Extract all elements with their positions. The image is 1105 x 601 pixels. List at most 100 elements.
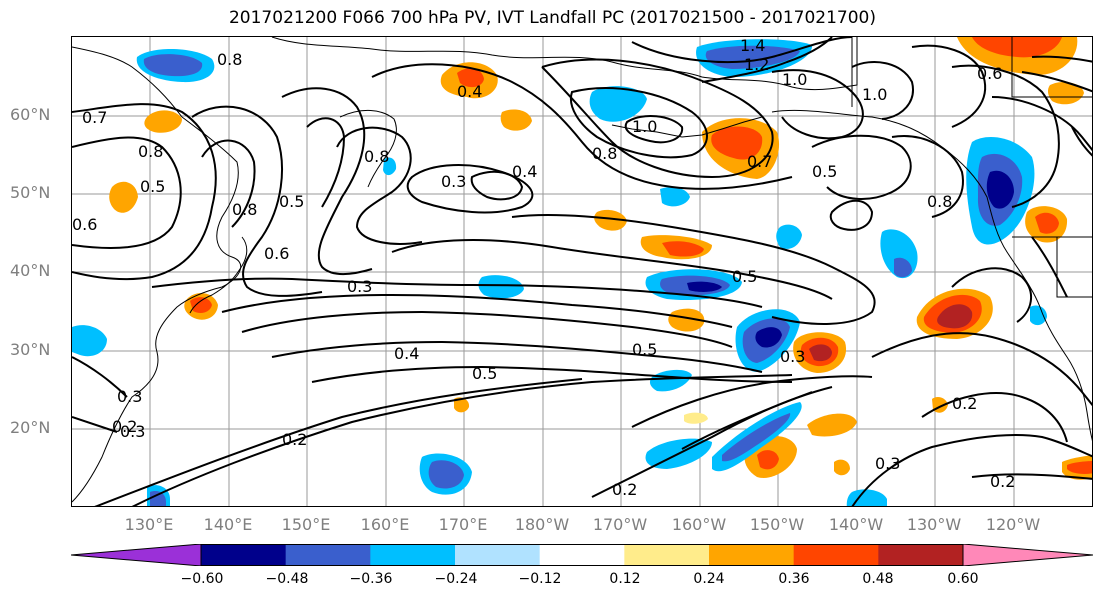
contour-line: [1071, 126, 1092, 157]
contour-label: 0.8: [232, 200, 257, 219]
colorbar-segment: [709, 544, 795, 566]
colorbar: [71, 544, 1093, 566]
contour-line: [311, 365, 793, 383]
negative-anomaly: [705, 45, 800, 69]
contour-line: [541, 58, 774, 179]
contour-label: 0.8: [138, 142, 163, 161]
contour-line: [241, 310, 733, 348]
negative-anomaly: [1030, 305, 1047, 326]
positive-anomaly: [807, 413, 857, 437]
colorbar-segment: [793, 544, 879, 566]
aleutians: [611, 116, 763, 138]
lat-label-60n: 60°N: [10, 105, 51, 124]
contour-line: [336, 126, 423, 245]
contour-label: 0.5: [140, 177, 165, 196]
contour-label: 0.4: [512, 162, 537, 181]
lon-label-120w: 120°W: [985, 515, 1041, 534]
contour-line: [281, 87, 373, 275]
contour-line: [891, 135, 964, 218]
colorbar-segment: [624, 544, 710, 566]
lon-label-170e: 170°E: [438, 515, 488, 534]
contour-line: [191, 105, 323, 297]
colorbar-tick: −0.12: [518, 571, 562, 587]
contour-line: [511, 214, 876, 325]
colorbar-tick: −0.60: [180, 571, 224, 587]
contour-line: [851, 434, 1092, 506]
contour-line: [631, 375, 873, 428]
contour-label: 0.3: [347, 277, 372, 296]
lon-label-130e: 130°E: [124, 515, 174, 534]
positive-anomaly: [594, 209, 627, 231]
contour-line: [371, 63, 793, 190]
positive-anomaly: [190, 297, 212, 313]
contour-line: [131, 374, 793, 506]
lat-label-20n: 20°N: [10, 418, 51, 437]
contour-label: 0.3: [875, 454, 900, 473]
negative-anomaly: [660, 187, 690, 207]
positive-anomaly: [662, 241, 704, 257]
lat-label-50n: 50°N: [10, 183, 51, 202]
colorbar-tick: −0.24: [434, 571, 478, 587]
contour-line: [771, 69, 864, 140]
lon-label-170w: 170°W: [592, 515, 648, 534]
contour-line: [221, 293, 733, 328]
contour-label: 0.6: [72, 215, 97, 234]
contour-label: 1.0: [782, 70, 807, 89]
contour-label: 0.8: [927, 192, 952, 211]
lon-label-160e: 160°E: [360, 515, 410, 534]
positive-anomaly: [1067, 461, 1092, 474]
contour-line: [271, 340, 763, 373]
positive-anomaly: [972, 37, 1062, 58]
map-canvas: 0.8 0.7 0.8 0.5 0.6 0.6 0.5 0.8 0.8 0.3 …: [72, 37, 1092, 506]
colorbar-segment: [878, 544, 964, 566]
contour-line: [72, 103, 217, 281]
contour-label: 0.8: [217, 50, 242, 69]
contour-label: 0.5: [472, 364, 497, 383]
pv-contours: [72, 37, 1092, 506]
positive-anomaly: [109, 181, 138, 213]
contour-label: 0.5: [812, 162, 837, 181]
positive-anomaly: [457, 68, 484, 88]
contour-label: 1.2: [744, 55, 769, 74]
contour-label: 0.3: [120, 422, 145, 441]
lon-label-140w: 140°W: [828, 515, 884, 534]
positive-anomaly: [757, 450, 779, 470]
negative-anomaly: [755, 327, 782, 348]
contour-line: [201, 139, 256, 228]
contour-line: [971, 473, 1092, 480]
colorbar-segment: [201, 544, 287, 566]
lat-label-40n: 40°N: [10, 261, 51, 280]
contour-label: 0.3: [441, 172, 466, 191]
contour-line: [391, 239, 833, 300]
asia-coast: [72, 46, 242, 503]
contour-line: [624, 115, 684, 144]
positive-anomaly: [144, 110, 182, 133]
colorbar-extension-low: [71, 544, 202, 566]
colorbar-tick: 0.60: [947, 571, 979, 587]
negative-anomaly: [776, 224, 802, 249]
map-panel: 0.8 0.7 0.8 0.5 0.6 0.6 0.5 0.8 0.8 0.3 …: [71, 36, 1093, 507]
colorbar-tick: 0.36: [778, 571, 810, 587]
negative-anomaly: [72, 325, 107, 357]
contour-labels: 0.8 0.7 0.8 0.5 0.6 0.6 0.5 0.8 0.8 0.3 …: [72, 37, 1015, 499]
state-line: [1056, 237, 1092, 298]
contour-label: 0.3: [117, 387, 142, 406]
contour-line: [951, 267, 1032, 323]
contour-line: [94, 378, 583, 506]
lon-label-140e: 140°E: [203, 515, 253, 534]
contour-line: [470, 170, 524, 201]
positive-anomaly: [1035, 212, 1059, 234]
colorbar-tick: 0.24: [693, 571, 725, 587]
positive-anomaly: [684, 412, 708, 424]
lat-label-30n: 30°N: [10, 340, 51, 359]
contour-line: [911, 44, 987, 128]
negative-anomaly: [428, 460, 464, 489]
contour-line: [151, 277, 763, 308]
lon-label-180w: 180°W: [514, 515, 570, 534]
contour-line: [569, 87, 708, 159]
kamchatka-coast: [339, 110, 397, 188]
colorbar-tick: −0.36: [349, 571, 393, 587]
negative-anomaly: [143, 54, 203, 77]
contour-label: 0.2: [990, 472, 1015, 491]
negative-anomaly: [722, 413, 791, 462]
